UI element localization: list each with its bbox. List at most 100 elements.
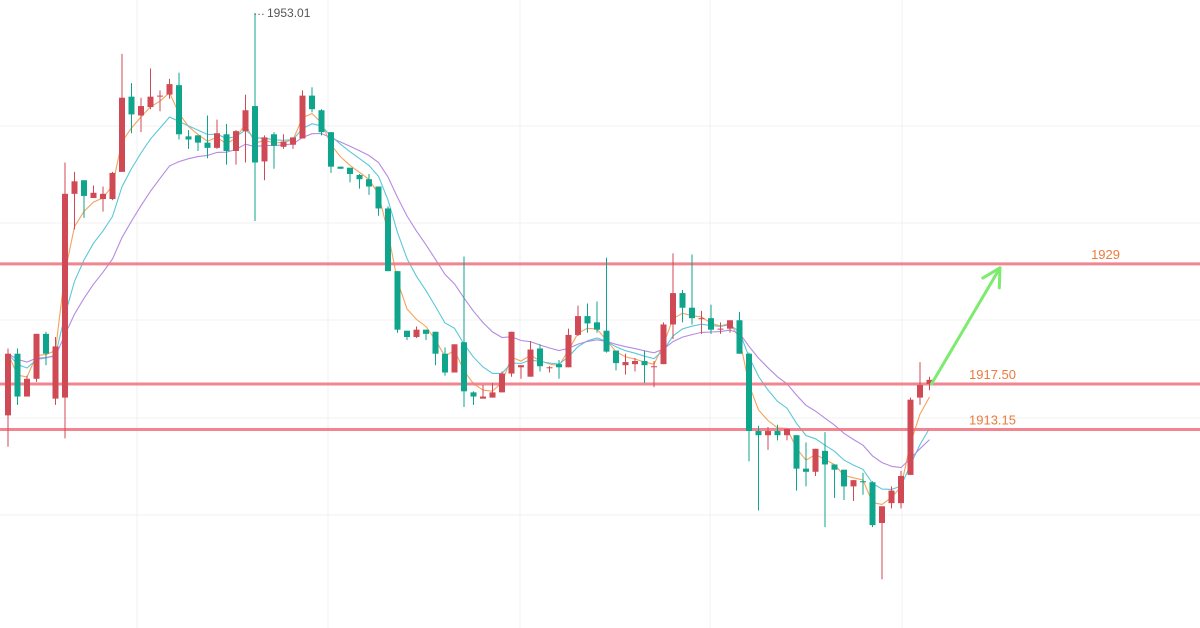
candle	[917, 362, 923, 405]
candle-body	[793, 435, 800, 469]
candle-body	[52, 346, 59, 399]
candle-body	[774, 431, 781, 436]
candle-body	[898, 475, 904, 504]
candle	[746, 352, 752, 462]
candle-body	[5, 353, 11, 416]
moving-average-line-1	[7, 91, 930, 505]
candle	[271, 132, 277, 169]
candle	[556, 359, 562, 379]
candle-body	[423, 329, 429, 334]
candle-body	[708, 318, 714, 330]
candle-body	[14, 353, 21, 397]
peak-price-label: 1953.01	[267, 6, 311, 20]
candle-body	[280, 141, 287, 147]
candle	[594, 301, 600, 333]
candle	[261, 135, 268, 181]
candle-body	[527, 349, 534, 377]
candle-body	[204, 142, 211, 148]
candle-body	[869, 482, 876, 526]
candle	[233, 130, 239, 165]
moving-averages	[7, 91, 930, 505]
candle	[138, 97, 144, 133]
candle-body	[765, 431, 771, 436]
candle	[214, 119, 220, 149]
candle	[328, 132, 334, 173]
candle-body	[385, 208, 391, 272]
candle-body	[879, 506, 885, 523]
candle	[366, 173, 372, 195]
candle-body	[546, 367, 553, 369]
candle	[432, 331, 439, 366]
candle-body	[166, 84, 173, 95]
candle	[565, 328, 572, 368]
candle	[24, 375, 30, 397]
candle	[356, 173, 363, 189]
candle-body	[214, 133, 220, 148]
candle	[195, 135, 201, 151]
candle-body	[138, 106, 144, 116]
candle	[33, 333, 40, 382]
candle-body	[508, 331, 515, 374]
candle-body	[888, 490, 895, 504]
candle	[603, 257, 610, 353]
candle	[90, 185, 97, 199]
candle	[176, 72, 182, 140]
moving-average-line-2	[7, 116, 930, 490]
candle-body	[195, 135, 201, 143]
candle	[850, 480, 857, 502]
candle	[698, 310, 705, 334]
projection-arrow-line	[930, 266, 1002, 386]
candle-body	[185, 136, 192, 140]
candle	[499, 371, 505, 393]
candle-body	[537, 348, 543, 367]
candle	[812, 448, 819, 476]
candle	[632, 357, 638, 372]
candle-body	[917, 385, 923, 398]
candle	[43, 331, 49, 366]
candle	[81, 180, 87, 218]
candle-body	[518, 365, 524, 368]
candle-body	[157, 95, 163, 97]
candle	[879, 506, 885, 580]
candle-body	[347, 167, 353, 174]
candle-body	[90, 192, 97, 199]
candle	[651, 361, 657, 388]
candle	[489, 382, 496, 398]
candle-body	[660, 324, 667, 365]
candle	[157, 90, 163, 112]
candle	[518, 365, 524, 379]
candle-body	[480, 396, 486, 399]
candle	[508, 331, 515, 377]
candle	[280, 134, 287, 149]
moving-average-line-3	[7, 132, 930, 469]
candle-body	[717, 328, 724, 330]
candle	[252, 13, 258, 222]
annotations: 1953.01…	[253, 4, 1002, 386]
candle	[147, 68, 154, 110]
candle-body	[176, 85, 182, 135]
candle	[898, 470, 904, 509]
candle-body	[442, 353, 448, 373]
candle-body	[822, 450, 828, 465]
candle	[860, 472, 866, 495]
candle	[803, 442, 809, 487]
candle	[613, 350, 619, 371]
candle	[717, 322, 724, 334]
candle	[584, 303, 591, 333]
candle	[461, 256, 467, 407]
peak-marker: …	[253, 4, 265, 18]
candle-body	[271, 134, 277, 146]
candle-body	[812, 448, 819, 472]
candle-body	[233, 131, 239, 151]
candle-body	[584, 316, 591, 324]
candle-body	[784, 428, 790, 436]
candle-body	[309, 95, 315, 110]
candle	[888, 486, 895, 509]
candle	[223, 123, 230, 165]
candle	[670, 253, 676, 340]
candle	[309, 87, 315, 113]
candle-body	[252, 106, 258, 163]
candle	[679, 289, 686, 323]
candle	[442, 347, 448, 376]
